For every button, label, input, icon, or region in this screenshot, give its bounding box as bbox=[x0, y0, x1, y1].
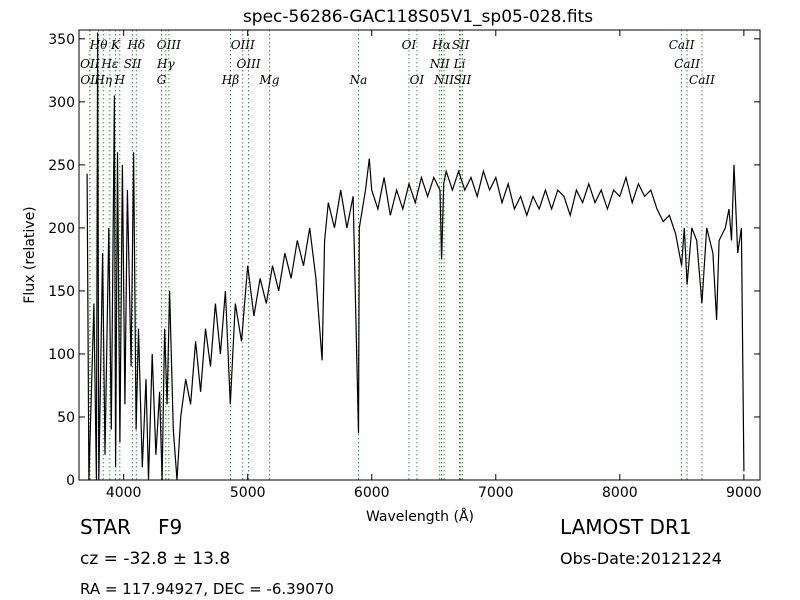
x-tick-label: 6000 bbox=[354, 485, 390, 501]
y-axis-label: Flux (relative) bbox=[22, 206, 38, 303]
redshift: cz = -32.8 ± 13.8 bbox=[80, 549, 230, 569]
survey: LAMOST DR1 bbox=[560, 515, 692, 539]
spectral-line-label: Mg bbox=[258, 73, 279, 87]
spectral-line-label: OII bbox=[80, 57, 100, 71]
spectrum-line bbox=[86, 32, 745, 481]
spectral-line-label: CaII bbox=[669, 38, 695, 52]
spectral-line-label: OIII bbox=[157, 38, 181, 52]
x-tick-label: 4000 bbox=[106, 485, 142, 501]
subclass: F9 bbox=[158, 515, 182, 539]
y-tick-label: 0 bbox=[66, 473, 75, 489]
spectral-line-label: Hγ bbox=[156, 57, 175, 71]
spectral-line-label: Hδ bbox=[126, 38, 145, 52]
x-tick-label: 7000 bbox=[478, 485, 514, 501]
spectral-line-label: SII bbox=[454, 73, 472, 87]
spectral-line-label: Hβ bbox=[221, 73, 239, 87]
y-tick-label: 150 bbox=[48, 284, 75, 300]
x-tick-label: 5000 bbox=[230, 485, 266, 501]
x-tick-label: 8000 bbox=[602, 485, 638, 501]
spectral-line-label: OI bbox=[410, 73, 425, 87]
spectral-line-label: SII bbox=[124, 57, 142, 71]
spectral-line-label: OIII bbox=[231, 38, 255, 52]
spectral-line-label: SII bbox=[452, 38, 470, 52]
spectral-line-label: CaII bbox=[689, 73, 715, 87]
spectral-line-label: Hη bbox=[93, 73, 112, 87]
spectral-line-label: Li bbox=[453, 57, 466, 71]
coordinates: RA = 117.94927, DEC = -6.39070 bbox=[80, 580, 334, 598]
x-tick-label: 9000 bbox=[726, 485, 762, 501]
spectral-line-label: K bbox=[110, 38, 121, 52]
spectral-line-label: Na bbox=[349, 73, 368, 87]
spectral-line-label: CaII bbox=[674, 57, 700, 71]
y-tick-label: 300 bbox=[48, 95, 75, 111]
spectral-line-label: OII bbox=[80, 73, 100, 87]
y-tick-label: 250 bbox=[48, 158, 75, 174]
y-tick-label: 200 bbox=[48, 221, 75, 237]
object-class: STAR bbox=[80, 515, 131, 539]
x-axis-label: Wavelength (Å) bbox=[366, 508, 474, 525]
chart-title: spec-56286-GAC118S05V1_sp05-028.fits bbox=[243, 7, 593, 27]
spectral-line-label: OIII bbox=[237, 57, 261, 71]
spectral-line-label: Hε bbox=[100, 57, 118, 71]
spectral-line-label: NII bbox=[433, 73, 454, 87]
spectral-line-label: Hθ bbox=[89, 38, 108, 52]
spectral-line-label: NII bbox=[429, 57, 450, 71]
y-tick-label: 350 bbox=[48, 32, 75, 48]
obs-date: Obs-Date:20121224 bbox=[560, 549, 722, 568]
plot-frame bbox=[78, 29, 761, 481]
spectral-line-label: H bbox=[114, 73, 126, 87]
y-tick-label: 50 bbox=[57, 410, 75, 426]
y-tick-label: 100 bbox=[48, 347, 75, 363]
spectral-line-label: Hα bbox=[431, 38, 451, 52]
spectral-line-label: OI bbox=[402, 38, 417, 52]
spectral-line-label: G bbox=[157, 73, 167, 87]
